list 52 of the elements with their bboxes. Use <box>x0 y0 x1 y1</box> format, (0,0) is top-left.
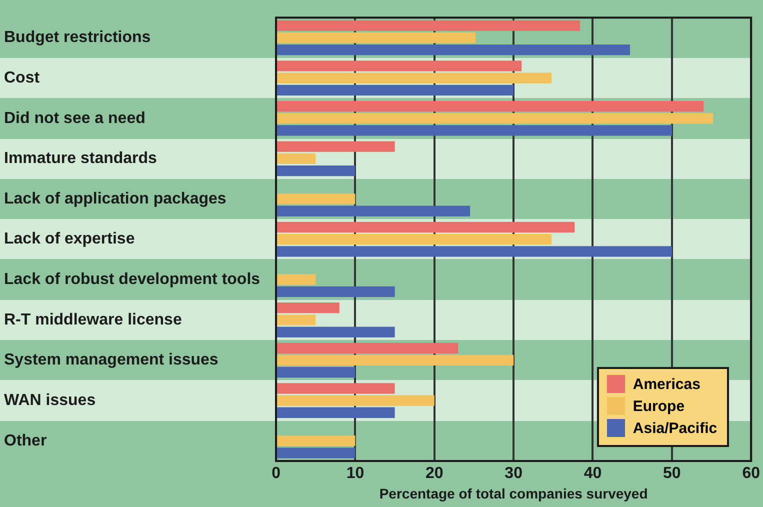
bar <box>277 246 672 257</box>
bar <box>277 383 395 394</box>
bar <box>277 32 476 44</box>
bar <box>277 153 316 164</box>
bar <box>277 125 672 136</box>
x-tick-label: 20 <box>425 465 444 482</box>
x-tick-label: 0 <box>272 465 281 482</box>
y-tick-label: WAN issues <box>4 392 96 409</box>
x-axis-title: Percentage of total companies surveyed <box>379 485 648 502</box>
legend-label: Europe <box>632 398 685 414</box>
bar <box>277 72 552 84</box>
y-tick-label: Did not see a need <box>4 110 146 127</box>
bar <box>277 234 552 245</box>
bar <box>277 194 356 204</box>
bar <box>277 354 514 366</box>
bar <box>277 206 470 216</box>
x-tick-label: 40 <box>584 465 602 482</box>
legend-label: Asia/Pacific <box>632 420 718 436</box>
bar <box>277 20 580 31</box>
y-tick-label: Lack of robust development tools <box>4 271 260 288</box>
bar <box>277 286 395 298</box>
bar <box>277 326 395 338</box>
bar <box>277 113 714 124</box>
bar <box>277 222 575 233</box>
bar <box>277 84 514 96</box>
y-tick-label: Lack of application packages <box>4 190 226 208</box>
bar <box>277 367 356 378</box>
bar <box>277 436 356 446</box>
bar <box>277 274 316 285</box>
y-tick-label: System management issues <box>4 352 218 369</box>
bar <box>277 314 316 326</box>
bar <box>277 100 704 112</box>
x-tick-label: 10 <box>346 465 364 482</box>
bar <box>277 407 395 418</box>
bar <box>277 302 340 314</box>
y-tick-label: Budget restrictions <box>4 29 151 46</box>
bar <box>277 395 434 406</box>
x-tick-label: 50 <box>663 465 681 482</box>
y-tick-label: Immature standards <box>4 150 158 168</box>
y-tick-label: Cost <box>4 69 40 86</box>
bar <box>277 141 395 152</box>
bar <box>277 165 356 176</box>
y-tick-label: R-T middleware license <box>4 311 182 328</box>
bar <box>277 44 630 56</box>
x-tick-label: 30 <box>504 465 523 482</box>
y-tick-label: Lack of expertise <box>4 230 135 248</box>
bar <box>277 60 522 72</box>
bar <box>277 448 356 458</box>
bar <box>277 342 458 354</box>
legend-label: Americas <box>632 376 700 392</box>
x-tick-label: 60 <box>742 465 760 482</box>
y-tick-label: Other <box>4 432 47 450</box>
